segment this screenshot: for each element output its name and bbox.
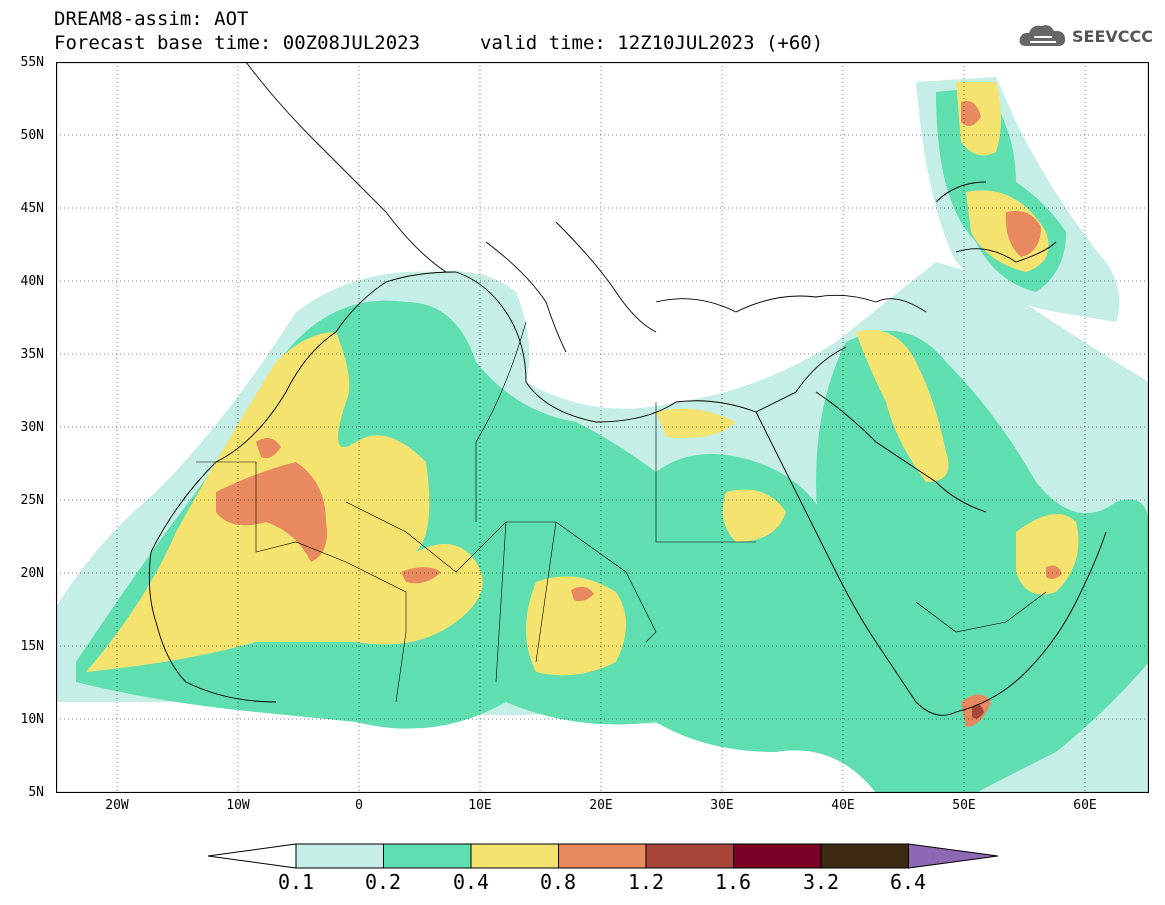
aot-band-1.2 [972,704,984,719]
aot-band-0.8 [1046,565,1062,579]
map-title: DREAM8-assim: AOT [54,8,249,30]
valid-time: valid time: 12Z10JUL2023 (+60) [480,32,824,54]
lon-label-60e: 60E [1073,798,1097,813]
colorbar-low-arrow [208,843,297,869]
aot-band-0.8 [216,462,327,562]
lon-label-50e: 50E [952,798,976,813]
aot-band-0.4 [722,489,786,542]
aot-map [56,62,1149,793]
lat-label-25n: 25N [20,493,44,508]
aot-colorbar [208,843,999,869]
logo-text: SEEVCCC [1072,26,1153,46]
colorbar-label: 0.2 [364,870,402,894]
cloud-icon [1019,25,1066,46]
country-borders [196,321,1047,703]
colorbar-high-arrow [908,843,999,869]
colorbar-swatch [383,843,472,869]
aot-band-0.4 [1016,514,1079,595]
aot-band-0.8 [571,586,594,602]
aot-band-0.4 [856,330,949,482]
aot-contours [56,77,1149,793]
lat-label-20n: 20N [20,566,44,581]
colorbar-swatch [470,843,559,869]
lat-label-10n: 10N [20,712,44,727]
colorbar-label: 0.8 [539,870,577,894]
aot-band-0.8 [961,101,981,126]
lon-label-40e: 40E [831,798,855,813]
lon-label-20e: 20E [589,798,613,813]
colorbar-swatch [295,843,384,869]
lat-label-40n: 40N [20,274,44,289]
map-frame [56,62,1149,793]
aot-band-0.4 [656,408,736,438]
colorbar-label: 6.4 [889,870,927,894]
colorbar-swatch [558,843,647,869]
colorbar-label: 0.1 [277,870,315,894]
lat-label-45n: 45N [20,201,44,216]
seevccc-logo: SEEVCCC [1018,22,1153,50]
aot-band-0.8 [1005,211,1041,257]
lat-label-30n: 30N [20,420,44,435]
aot-band-0.8 [401,567,441,584]
colorbar-swatch [645,843,734,869]
lon-label-10w: 10W [226,798,250,813]
colorbar-label: 1.6 [714,870,752,894]
colorbar-label: 0.4 [452,870,490,894]
lat-label-55n: 55N [20,55,44,70]
lat-label-15n: 15N [20,639,44,654]
colorbar-swatch [820,843,909,869]
forecast-base-time: Forecast base time: 00Z08JUL2023 [54,32,421,54]
aot-band-0.8 [256,438,281,459]
lat-label-50n: 50N [20,128,44,143]
lat-label-35n: 35N [20,347,44,362]
lon-label-10e: 10E [468,798,492,813]
lat-label-5n: 5N [28,785,44,800]
colorbar-label: 3.2 [802,870,840,894]
lon-label-20w: 20W [105,798,129,813]
lon-label-0: 0 [355,798,363,813]
colorbar-swatch [733,843,822,869]
coastlines [148,62,1107,716]
lon-label-30e: 30E [710,798,734,813]
colorbar-label: 1.2 [627,870,665,894]
